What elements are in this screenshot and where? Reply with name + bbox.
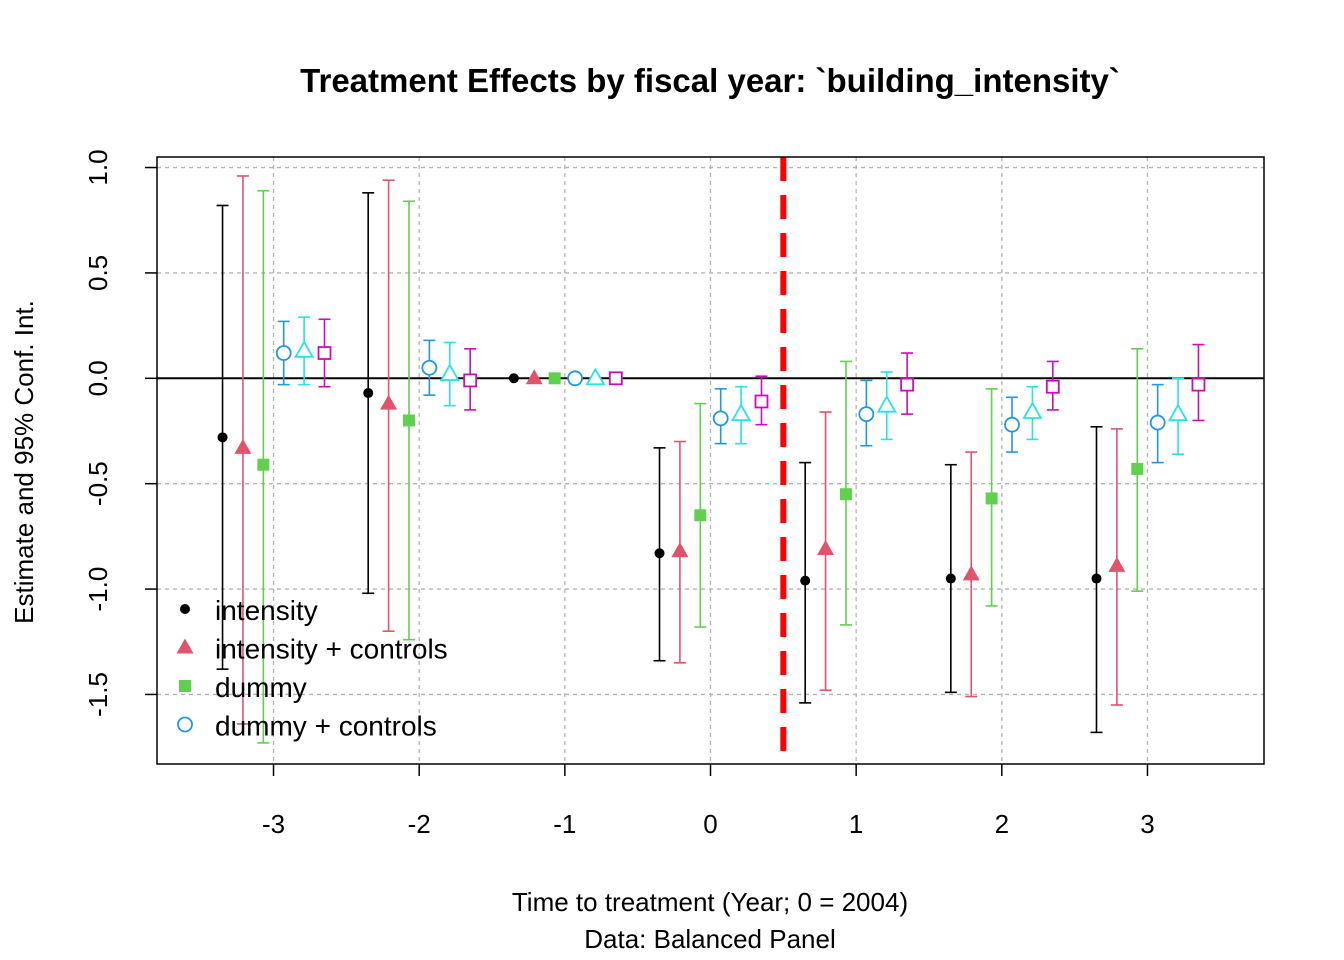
estimate-point bbox=[548, 372, 561, 385]
estimate-point bbox=[294, 340, 315, 358]
estimate-point bbox=[463, 373, 478, 388]
x-tick-label: 3 bbox=[1140, 809, 1154, 839]
estimate-point bbox=[257, 458, 270, 471]
legend-label-3: dummy + controls bbox=[215, 711, 437, 742]
estimate-point bbox=[731, 403, 752, 422]
x-tick-label: 2 bbox=[995, 809, 1009, 839]
estimate-point bbox=[363, 388, 374, 399]
x-tick-label: 1 bbox=[849, 809, 863, 839]
estimate-point bbox=[508, 373, 519, 384]
estimate-point bbox=[421, 359, 438, 376]
estimate-point bbox=[234, 438, 252, 454]
x-axis-label: Time to treatment (Year; 0 = 2004) bbox=[512, 887, 908, 917]
legend-label-0: intensity bbox=[215, 595, 318, 626]
estimate-point bbox=[585, 367, 606, 386]
legend-label-2: dummy bbox=[215, 672, 307, 703]
estimate-point bbox=[402, 414, 415, 427]
series-3 bbox=[275, 320, 1166, 464]
legend-key-2 bbox=[179, 680, 191, 692]
estimate-point bbox=[900, 377, 915, 392]
estimate-point bbox=[754, 394, 769, 409]
series-4 bbox=[294, 316, 1189, 455]
series-0 bbox=[216, 192, 1103, 734]
y-tick-label: 0.0 bbox=[83, 360, 113, 396]
estimate-point bbox=[380, 394, 398, 410]
y-tick-label: -1.0 bbox=[83, 567, 113, 612]
reference-lines bbox=[157, 157, 1264, 764]
estimate-point bbox=[1091, 573, 1102, 584]
estimate-point bbox=[712, 410, 729, 427]
estimate-point bbox=[567, 370, 583, 387]
estimate-point bbox=[1131, 462, 1144, 475]
estimate-point bbox=[608, 371, 623, 386]
y-tick-label: 0.5 bbox=[83, 255, 113, 291]
estimate-point bbox=[817, 540, 835, 556]
grid bbox=[157, 157, 1264, 764]
estimate-point bbox=[985, 492, 998, 505]
y-tick-label: -1.5 bbox=[83, 672, 113, 717]
legend-key-0 bbox=[180, 604, 190, 614]
estimate-point bbox=[1022, 401, 1043, 419]
x-axis: -3 -2 -1 0 1 2 3 bbox=[262, 764, 1155, 839]
x-tick-label: 0 bbox=[703, 809, 717, 839]
y-tick-label: -0.5 bbox=[83, 461, 113, 506]
legend-key-3 bbox=[177, 716, 193, 733]
data-series bbox=[216, 175, 1206, 744]
estimate-point bbox=[694, 509, 707, 522]
x-tick-label: -1 bbox=[553, 809, 576, 839]
legend-label-1: intensity + controls bbox=[215, 634, 448, 665]
estimate-point bbox=[1191, 377, 1206, 392]
series-2 bbox=[257, 189, 1144, 744]
x-tick-label: -3 bbox=[262, 809, 285, 839]
estimate-point bbox=[876, 394, 897, 413]
estimate-point bbox=[275, 345, 292, 361]
y-tick-label: 1.0 bbox=[83, 149, 113, 185]
estimate-point bbox=[1108, 556, 1126, 572]
series-5 bbox=[317, 318, 1206, 426]
series-1 bbox=[234, 175, 1126, 725]
estimate-point bbox=[839, 488, 852, 501]
x-axis-sublabel: Data: Balanced Panel bbox=[584, 924, 836, 954]
x-tick-label: -2 bbox=[408, 809, 431, 839]
y-axis: -1.5 -1.0 -0.5 0.0 0.5 1.0 bbox=[83, 149, 157, 717]
estimate-point bbox=[1004, 416, 1020, 433]
estimate-point bbox=[858, 406, 875, 423]
chart-title: Treatment Effects by fiscal year: `build… bbox=[300, 62, 1120, 99]
estimate-point bbox=[1045, 379, 1060, 394]
estimate-point bbox=[962, 565, 980, 581]
legend-key-1 bbox=[176, 638, 194, 654]
estimate-point bbox=[1149, 414, 1166, 431]
estimate-point bbox=[800, 575, 811, 586]
estimate-point bbox=[317, 346, 332, 360]
legend: intensity intensity + controls dummy dummy … bbox=[176, 595, 448, 742]
estimate-point bbox=[654, 548, 665, 559]
estimate-point bbox=[217, 432, 228, 443]
estimate-point bbox=[945, 573, 956, 584]
estimate-point bbox=[525, 369, 543, 385]
estimate-point bbox=[1168, 403, 1189, 422]
y-axis-label: Estimate and 95% Conf. Int. bbox=[9, 300, 39, 624]
estimate-point bbox=[671, 542, 689, 558]
estimate-point bbox=[439, 363, 460, 381]
